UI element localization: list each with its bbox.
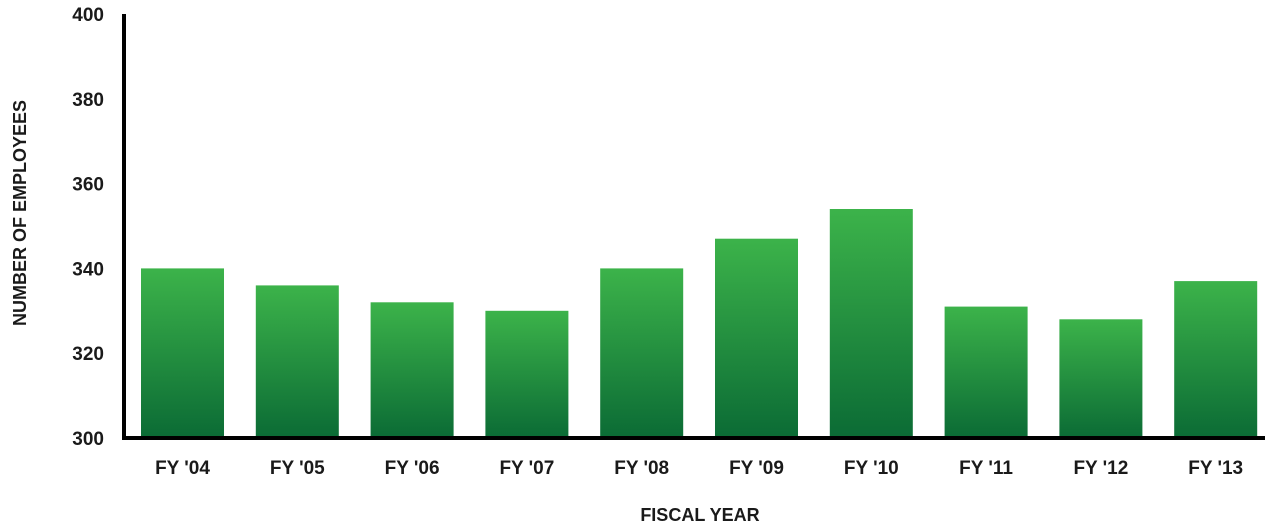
x-tick-label: FY '05 — [270, 458, 325, 479]
y-axis-title: NUMBER OF EMPLOYEES — [10, 100, 30, 326]
x-tick-label: FY '10 — [844, 458, 899, 479]
bar-6 — [829, 209, 913, 438]
y-tick-label: 380 — [72, 90, 104, 111]
y-tick-label: 360 — [72, 175, 104, 196]
x-axis-title: FISCAL YEAR — [640, 505, 759, 525]
bar-9 — [1174, 281, 1258, 438]
y-tick-label: 300 — [72, 429, 104, 450]
bar-4 — [600, 268, 684, 438]
x-tick-labels: FY '04 FY '05 FY '06 FY '07 FY '08 FY '09 FY '… — [155, 458, 1243, 479]
bar-3 — [485, 310, 569, 438]
y-tick-label: 400 — [72, 5, 104, 26]
x-tick-label: FY '09 — [729, 458, 784, 479]
x-tick-label: FY '12 — [1073, 458, 1128, 479]
bar-0 — [141, 268, 224, 438]
bar-2 — [370, 302, 454, 438]
y-tick-labels: 300 320 340 360 380 400 — [72, 5, 104, 450]
bar-1 — [255, 285, 339, 438]
y-tick-label: 340 — [72, 259, 104, 280]
bar-8 — [1059, 319, 1143, 438]
bar-7 — [944, 306, 1028, 438]
x-tick-label: FY '08 — [614, 458, 669, 479]
y-tick-label: 320 — [72, 344, 104, 365]
bar-5 — [715, 238, 798, 438]
x-tick-label: FY '07 — [499, 458, 554, 479]
x-tick-label: FY '04 — [155, 458, 210, 479]
x-tick-label: FY '06 — [385, 458, 440, 479]
x-tick-label: FY '11 — [959, 458, 1013, 479]
x-tick-label: FY '13 — [1188, 458, 1243, 479]
bars-layer — [141, 209, 1258, 438]
